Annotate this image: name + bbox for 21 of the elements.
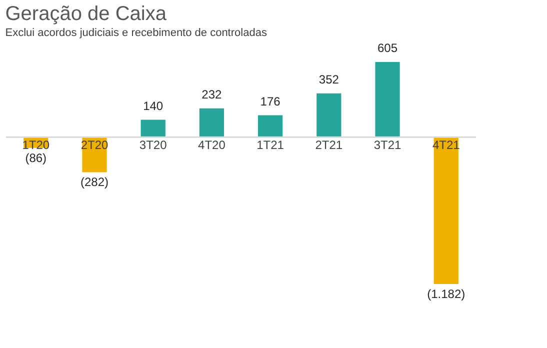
x-tick-label: 3T21 (374, 138, 402, 152)
bar (434, 137, 458, 284)
x-tick-label: 3T20 (139, 138, 168, 152)
data-label: 140 (143, 98, 164, 113)
data-label: 605 (377, 41, 398, 55)
bar (140, 120, 166, 138)
bar (375, 62, 400, 138)
bar (258, 115, 283, 138)
data-label: (1.182) (427, 287, 466, 301)
chart-subtitle: Exclui acordos judiciais e recebimento de controladas (5, 27, 268, 39)
data-label: 232 (202, 87, 222, 102)
x-tick-label: 1T21 (256, 138, 284, 152)
chart-title: Geração de Caixa (5, 3, 168, 25)
data-label: (86) (25, 150, 47, 165)
x-tick-label: 2T21 (315, 138, 343, 152)
data-label: 176 (260, 94, 281, 108)
data-label: (282) (80, 175, 108, 190)
x-tick-label: 4T20 (198, 138, 226, 152)
bar (199, 108, 224, 138)
data-label: 352 (318, 72, 340, 86)
bar (316, 93, 342, 138)
